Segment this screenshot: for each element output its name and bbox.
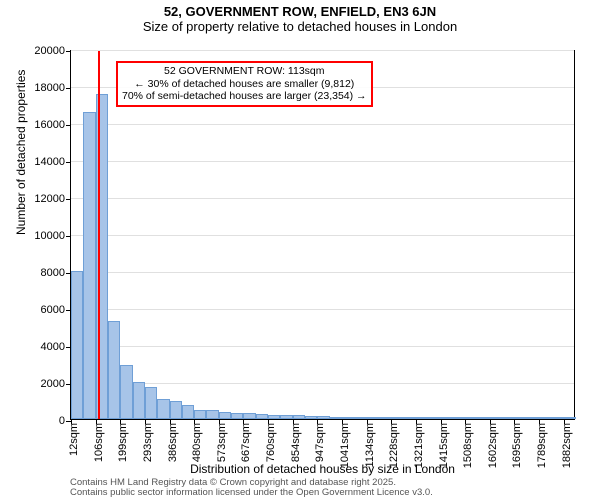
ytick-label: 12000	[34, 193, 71, 205]
xtick-label: 1508sqm	[462, 378, 474, 423]
chart-title-main: 52, GOVERNMENT ROW, ENFIELD, EN3 6JN	[0, 4, 600, 19]
gridline-h	[71, 50, 574, 51]
xtick-label: 760sqm	[265, 384, 277, 423]
xtick-label: 1228sqm	[388, 378, 400, 423]
ytick-label: 20000	[34, 45, 71, 57]
xtick-label: 1415sqm	[438, 378, 450, 423]
ytick-label: 4000	[41, 341, 71, 353]
xtick-label: 199sqm	[117, 384, 129, 423]
ytick-label: 10000	[34, 230, 71, 242]
ytick-label: 8000	[41, 267, 71, 279]
ytick-label: 6000	[41, 304, 71, 316]
xtick-label: 1602sqm	[487, 378, 499, 423]
xtick-label: 1882sqm	[561, 378, 573, 423]
ytick-label: 14000	[34, 156, 71, 168]
callout-line: 52 GOVERNMENT ROW: 113sqm	[122, 65, 367, 78]
ytick-label: 18000	[34, 82, 71, 94]
chart-title-sub: Size of property relative to detached ho…	[0, 19, 600, 34]
callout-box: 52 GOVERNMENT ROW: 113sqm← 30% of detach…	[116, 61, 373, 107]
callout-line: ← 30% of detached houses are smaller (9,…	[122, 78, 367, 91]
footnote-line2: Contains public sector information licen…	[70, 487, 433, 498]
footnote: Contains HM Land Registry data © Crown c…	[70, 478, 433, 499]
gridline-h	[71, 161, 574, 162]
xtick-label: 573sqm	[216, 384, 228, 423]
xtick-label: 1134sqm	[364, 379, 376, 423]
gridline-h	[71, 309, 574, 310]
xtick-label: 386sqm	[167, 384, 179, 423]
xtick-label: 854sqm	[290, 384, 302, 423]
gridline-h	[71, 124, 574, 125]
footnote-line1: Contains HM Land Registry data © Crown c…	[70, 477, 396, 488]
ytick-label: 2000	[41, 378, 71, 390]
x-axis-label: Distribution of detached houses by size …	[70, 462, 575, 476]
subject-marker-line	[98, 51, 100, 419]
xtick-label: 667sqm	[240, 384, 252, 423]
gridline-h	[71, 198, 574, 199]
xtick-label: 480sqm	[191, 384, 203, 423]
xtick-label: 1321sqm	[413, 378, 425, 423]
xtick-label: 947sqm	[314, 384, 326, 423]
histogram-plot-area: 0200040006000800010000120001400016000180…	[70, 50, 575, 420]
gridline-h	[71, 235, 574, 236]
gridline-h	[71, 346, 574, 347]
ytick-label: 16000	[34, 119, 71, 131]
xtick-label: 293sqm	[142, 384, 154, 423]
gridline-h	[71, 272, 574, 273]
xtick-label: 1695sqm	[511, 378, 523, 423]
y-axis-label: Number of detached properties	[14, 70, 28, 235]
xtick-label: 1041sqm	[339, 378, 351, 423]
histogram-bar	[83, 112, 95, 419]
xtick-label: 1789sqm	[536, 378, 548, 423]
chart-title-block: 52, GOVERNMENT ROW, ENFIELD, EN3 6JN Siz…	[0, 0, 600, 34]
xtick-label: 12sqm	[68, 390, 80, 423]
callout-line: 70% of semi-detached houses are larger (…	[122, 90, 367, 103]
